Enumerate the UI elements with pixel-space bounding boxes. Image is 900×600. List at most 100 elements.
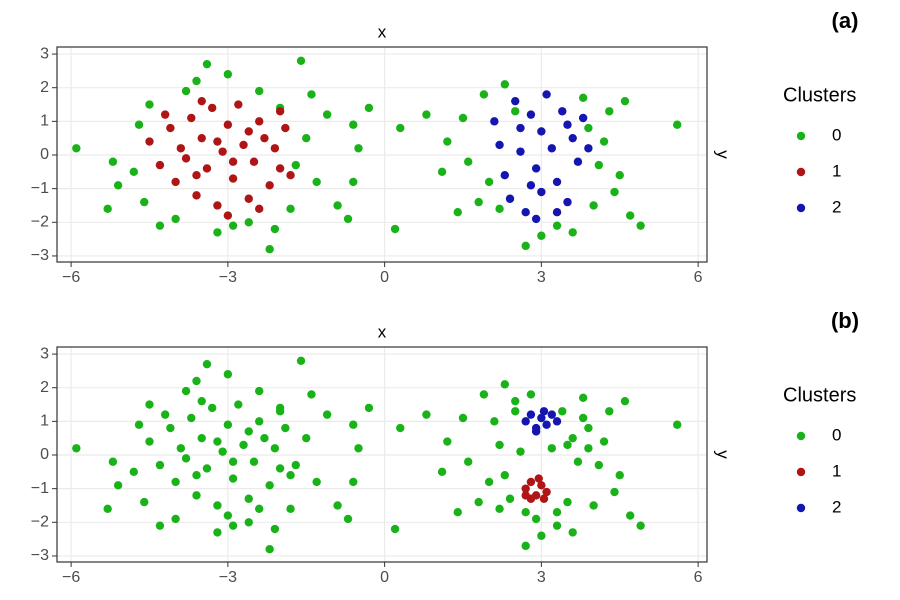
point — [197, 433, 206, 443]
point — [364, 103, 374, 113]
y-tick-label: 3 — [40, 345, 49, 362]
point — [495, 504, 504, 514]
point — [464, 457, 473, 466]
point — [239, 440, 248, 450]
point — [599, 437, 609, 446]
point — [516, 447, 525, 456]
point — [547, 444, 557, 453]
legend-swatch — [796, 203, 806, 213]
point — [244, 194, 253, 203]
point — [620, 396, 630, 406]
point — [160, 110, 170, 119]
point — [286, 170, 295, 180]
point — [134, 420, 144, 429]
point — [244, 127, 253, 136]
point — [260, 433, 269, 443]
point — [537, 127, 546, 136]
point — [568, 228, 577, 237]
point — [281, 123, 290, 133]
point — [364, 403, 374, 413]
point — [166, 423, 175, 433]
y-tick-label: 2 — [40, 79, 49, 96]
point — [275, 464, 285, 473]
point — [505, 494, 515, 503]
point — [584, 444, 593, 453]
point — [234, 100, 243, 109]
point — [223, 70, 233, 79]
point — [181, 154, 191, 163]
point — [673, 120, 682, 129]
point — [270, 444, 280, 453]
point — [521, 208, 530, 217]
y-tick-label: −3 — [31, 247, 49, 264]
x-tick-label: 3 — [537, 569, 546, 586]
point — [542, 420, 551, 429]
point — [176, 144, 186, 153]
point — [228, 521, 238, 530]
point — [286, 470, 295, 480]
point — [249, 457, 259, 466]
point — [171, 514, 180, 524]
point — [578, 93, 588, 103]
point — [155, 160, 165, 170]
point — [458, 113, 468, 123]
point — [349, 420, 358, 429]
point — [302, 433, 311, 443]
point — [260, 133, 269, 143]
point — [113, 481, 123, 490]
point — [474, 497, 483, 507]
point — [573, 157, 583, 166]
point — [255, 417, 264, 426]
y-tick-label: −2 — [31, 514, 49, 531]
point — [113, 181, 123, 190]
point — [615, 170, 624, 180]
legend-title: Clusters — [783, 384, 856, 406]
point — [213, 228, 222, 237]
point — [349, 477, 358, 487]
point — [531, 164, 541, 173]
point — [213, 501, 222, 510]
point — [343, 514, 353, 524]
point — [521, 508, 530, 517]
point — [500, 170, 509, 180]
point — [539, 407, 549, 416]
point — [302, 133, 311, 143]
legend-title: Clusters — [783, 84, 856, 106]
point — [620, 96, 630, 106]
point — [333, 501, 342, 510]
point — [286, 504, 295, 514]
point — [192, 76, 201, 86]
y-tick-label: −2 — [31, 214, 49, 231]
point — [537, 481, 546, 490]
point — [192, 491, 201, 500]
point — [312, 177, 321, 187]
point — [239, 140, 248, 150]
point — [207, 403, 217, 413]
y-tick-label: −1 — [31, 180, 49, 197]
point — [255, 504, 264, 514]
point — [129, 467, 139, 477]
point — [192, 170, 201, 180]
point — [568, 133, 577, 143]
point — [605, 107, 614, 116]
point — [537, 187, 546, 197]
point — [500, 380, 509, 389]
point — [202, 359, 212, 369]
point — [343, 214, 353, 224]
point — [573, 457, 583, 466]
point — [542, 487, 551, 497]
point — [145, 100, 154, 109]
point — [437, 167, 447, 177]
point — [145, 400, 154, 409]
point — [594, 460, 604, 470]
point — [521, 484, 530, 493]
point — [578, 393, 588, 403]
point — [234, 400, 243, 409]
point — [265, 481, 274, 490]
point — [307, 390, 316, 399]
point — [296, 356, 306, 365]
point — [526, 410, 536, 419]
point — [228, 221, 238, 230]
point — [539, 494, 549, 503]
point — [312, 477, 321, 487]
